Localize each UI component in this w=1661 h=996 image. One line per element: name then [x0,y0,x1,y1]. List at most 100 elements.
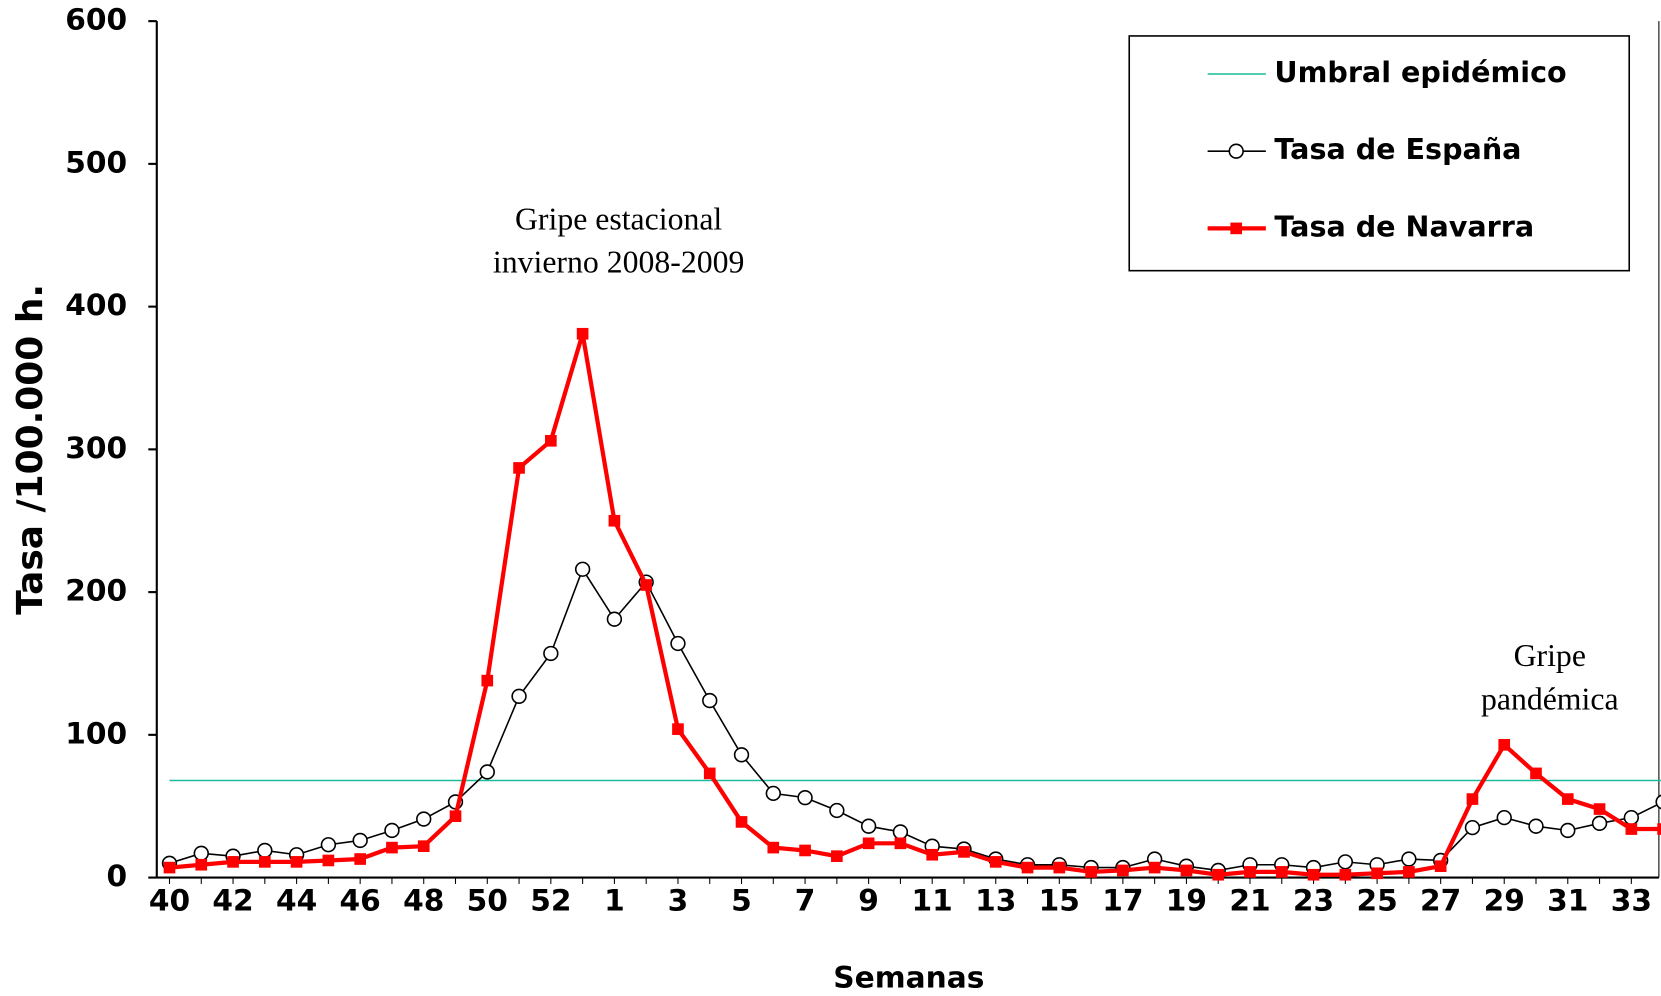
data-point [860,818,877,834]
data-point [257,842,273,859]
x-axis-label: Semanas [833,960,984,995]
data-point [702,692,718,709]
data-point [829,802,845,819]
data-point [1623,809,1640,826]
x-tick-label: 3 [668,882,689,917]
data-point [386,841,398,854]
data-point [1180,864,1193,877]
legend-marker [1228,143,1244,159]
x-tick-label: 33 [1611,882,1652,917]
data-point [1530,767,1542,780]
data-point [799,844,811,857]
data-point [1496,809,1512,826]
y-tick-label: 600 [65,2,127,37]
x-tick-label: 52 [530,882,571,917]
x-tick-label: 11 [912,882,953,917]
x-tick-label: 13 [975,882,1016,917]
data-point [765,785,781,802]
data-point [735,816,748,828]
data-point [1434,860,1447,872]
legend-label: Tasa de España [1274,132,1521,166]
y-tick-label: 300 [65,430,127,465]
data-point [1655,794,1661,810]
data-point [1212,868,1225,881]
data-point [989,856,1002,868]
data-point [1307,868,1320,881]
data-point [1085,866,1097,878]
data-point [1021,861,1034,874]
data-point [640,579,653,591]
legend-box [1128,35,1631,272]
legend-label: Umbral epidémico [1274,55,1566,89]
data-point [1053,861,1066,874]
x-tick-label: 50 [467,882,508,917]
data-point [195,858,208,871]
data-point [767,841,780,854]
x-tick-label: 25 [1356,882,1397,917]
data-point [449,810,462,823]
data-point [606,611,623,627]
y-tick-label: 400 [65,287,127,322]
x-tick-label: 19 [1166,882,1207,917]
annotation: invierno 2008-2009 [493,245,744,280]
data-point [831,850,843,862]
data-point [1591,815,1608,832]
data-point [511,688,527,704]
data-point [574,561,591,577]
data-point [543,645,559,662]
data-point [1560,822,1576,839]
data-point [1464,819,1481,836]
x-tick-label: 1 [604,882,625,917]
data-point [958,846,970,858]
data-point [290,856,303,868]
data-point [1337,854,1354,870]
annotation: Gripe estacional [515,201,722,236]
y-tick-label: 500 [65,144,127,179]
data-point [797,789,813,806]
x-tick-label: 5 [731,882,752,917]
annotation: pandémica [1481,681,1619,716]
data-point [354,853,366,865]
data-point [320,837,337,853]
data-point [1275,866,1288,878]
x-tick-label: 7 [795,882,816,917]
data-point [1244,866,1256,878]
x-tick-label: 17 [1102,882,1143,917]
x-tick-label: 23 [1293,882,1334,917]
data-point [1403,866,1415,878]
data-point [1657,823,1661,835]
x-tick-label: 15 [1039,882,1080,917]
x-tick-label: 48 [403,882,444,917]
data-point [670,635,686,652]
data-point [481,674,494,687]
x-tick-label: 31 [1547,882,1588,917]
data-point [1371,867,1383,880]
x-tick-label: 9 [858,882,879,917]
data-point [576,327,589,340]
data-point [608,514,621,527]
data-point [417,840,430,852]
data-point [1625,823,1638,835]
x-tick-label: 44 [276,882,317,917]
data-point [545,434,557,447]
data-point [892,824,909,840]
x-tick-label: 42 [212,882,253,917]
legend-label: Tasa de Navarra [1274,209,1534,243]
data-point [227,856,239,868]
data-point [384,822,400,839]
data-point [259,856,271,868]
series-line [169,333,1661,877]
data-point [352,832,368,849]
x-tick-label: 21 [1229,882,1270,917]
data-point [926,848,939,861]
data-point [513,462,525,474]
data-point [1466,793,1479,805]
y-tick-label: 200 [65,573,127,608]
data-point [1593,803,1606,815]
x-tick-label: 27 [1420,882,1461,917]
y-axis-label: Tasa /100.000 h. [10,284,51,615]
data-point [733,747,750,763]
data-point [322,854,335,867]
x-tick-label: 40 [149,882,190,917]
